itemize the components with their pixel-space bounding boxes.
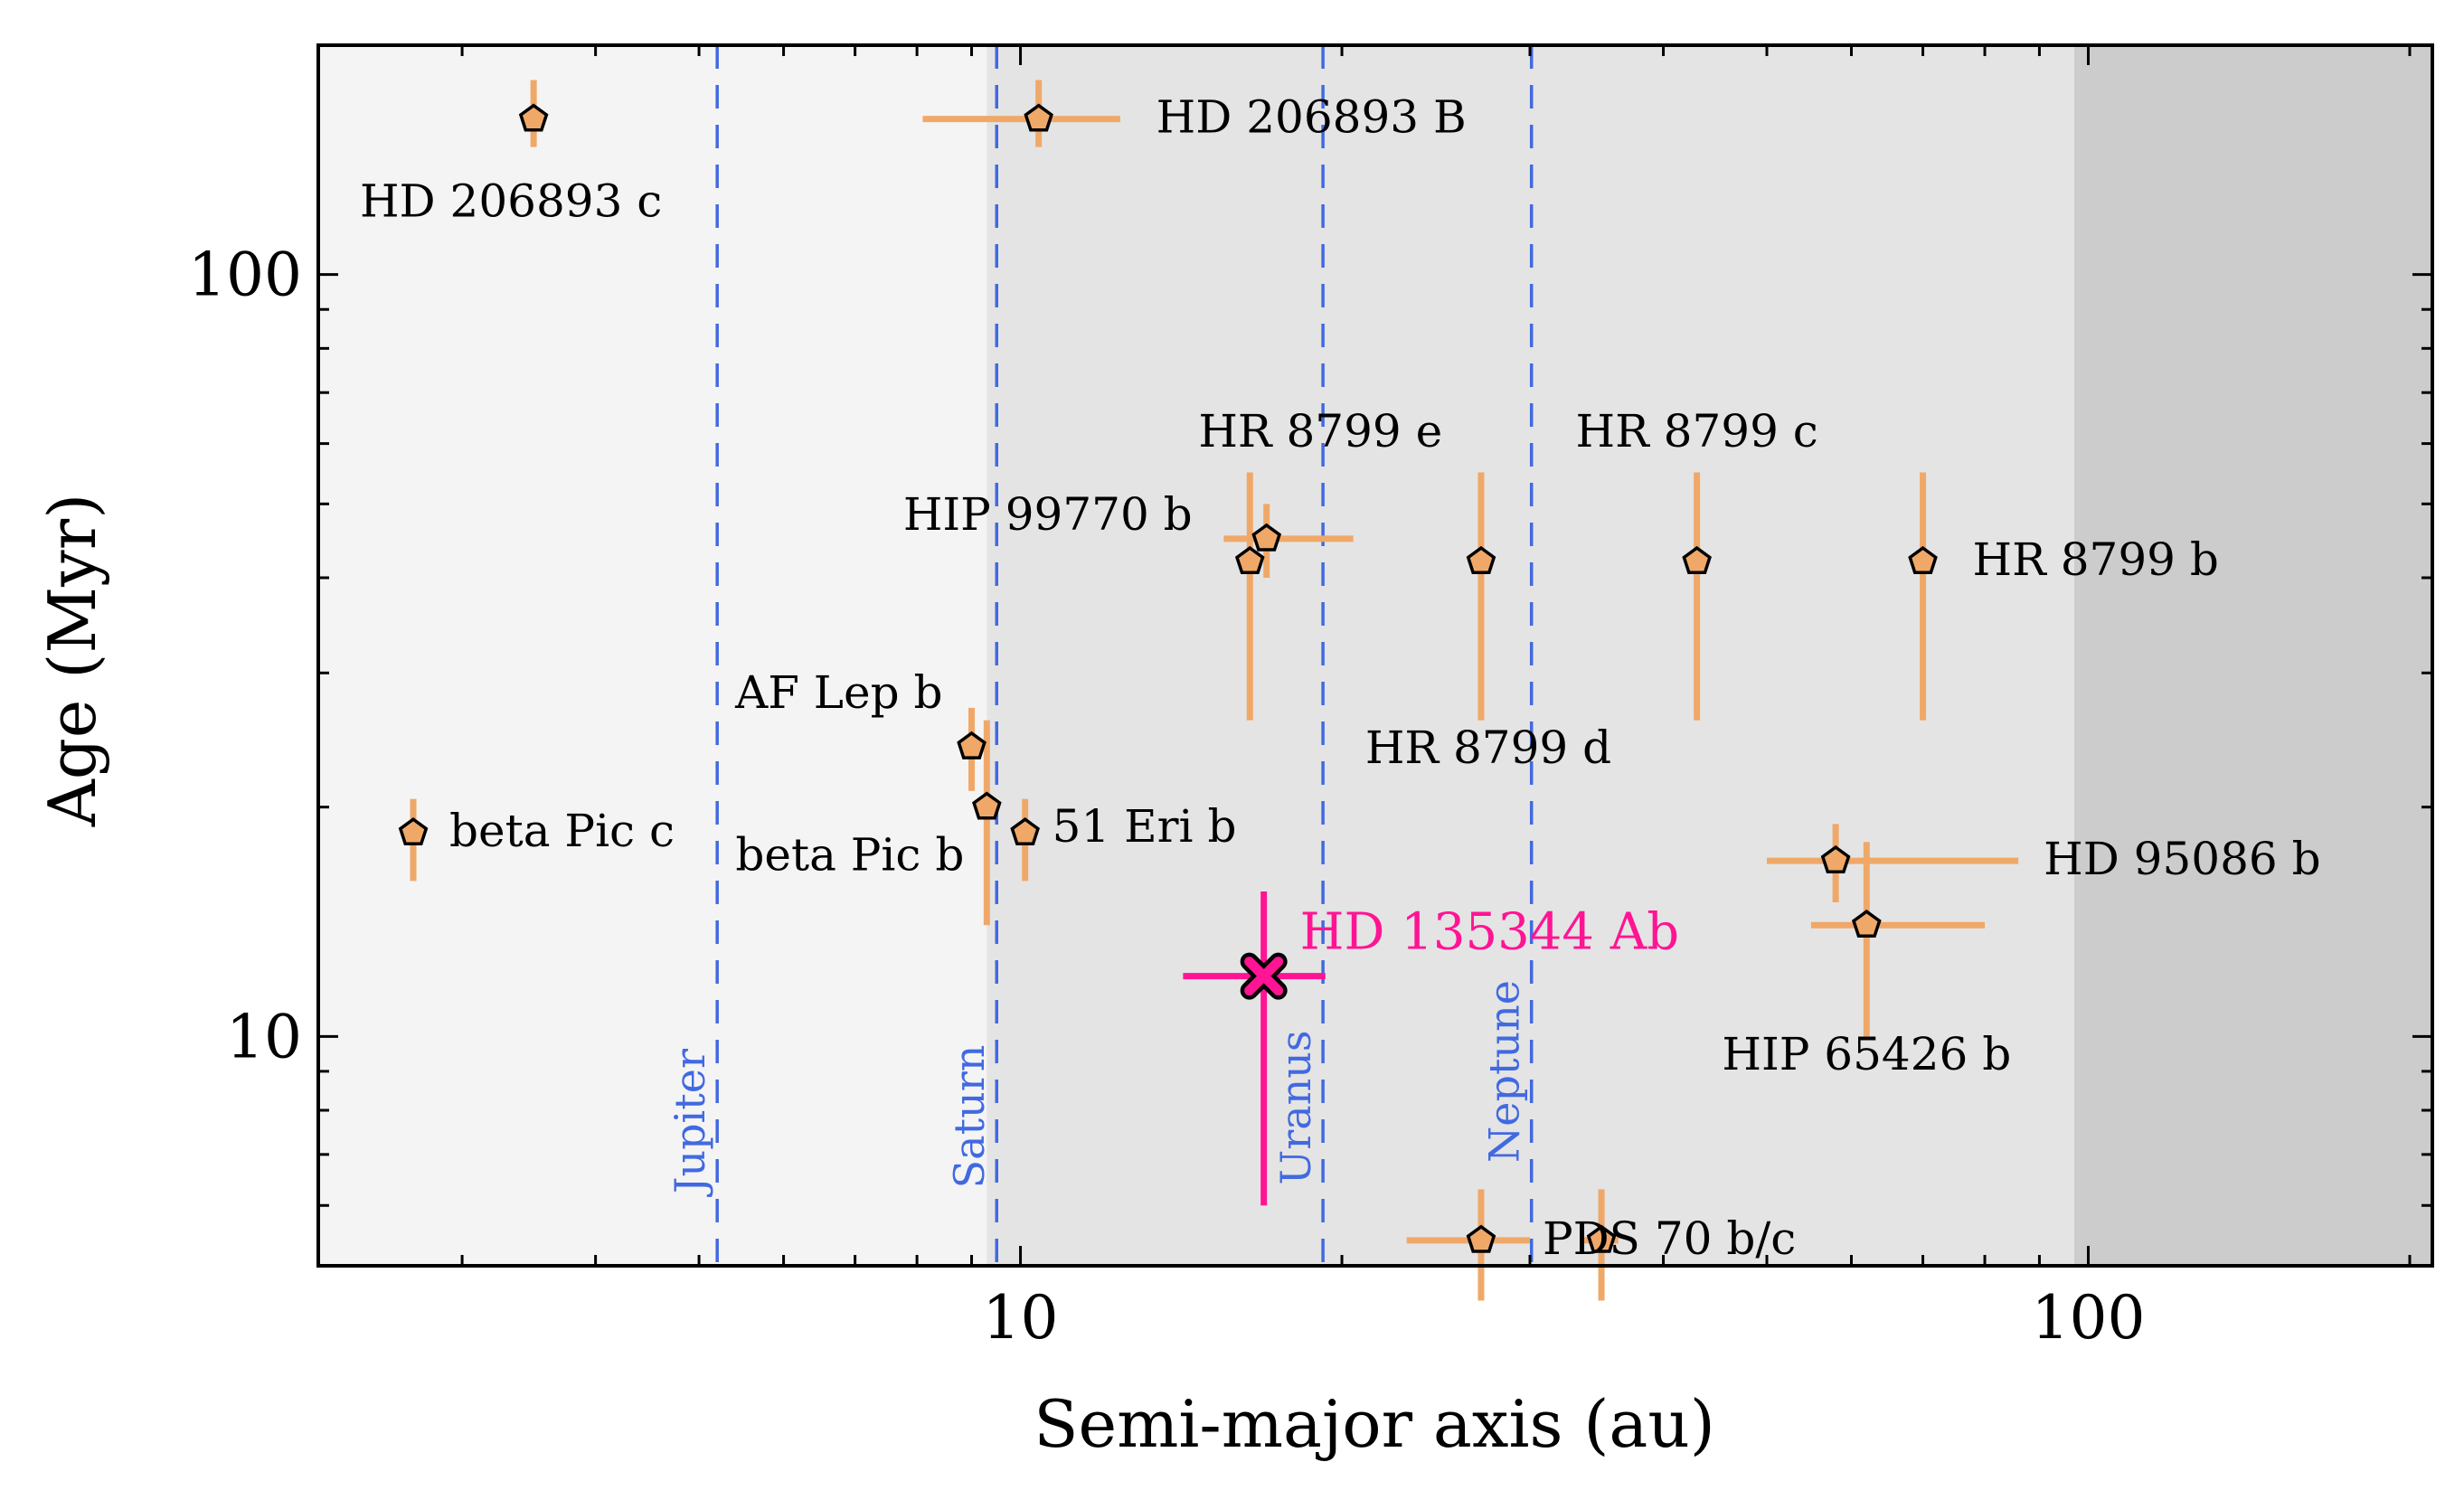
- marker-beta-pic-b: [972, 791, 1002, 820]
- label-hip-65426-b: HIP 65426 b: [1722, 1028, 2011, 1080]
- marker-pds-70-b-c: [1466, 1224, 1496, 1253]
- marker-hr-8799-e: [1234, 545, 1265, 575]
- marker-hr-8799-c: [1682, 545, 1712, 575]
- label-hr-8799-b: HR 8799 b: [1973, 533, 2219, 586]
- marker-hip-65426-b: [1851, 910, 1882, 938]
- label-hd-95086-b: HD 95086 b: [2044, 833, 2321, 885]
- shaded-region-1: [318, 45, 987, 1266]
- marker-hr-8799-b: [1908, 545, 1938, 575]
- y-tick-label-10: 10: [226, 1002, 302, 1071]
- y-tick-label-100: 100: [188, 240, 302, 310]
- marker-hd-95086-b: [1820, 844, 1851, 874]
- label-hip-99770-b: HIP 99770 b: [903, 488, 1193, 541]
- label-beta-pic-c: beta Pic c: [449, 805, 675, 857]
- ref-label-jupiter: Jupiter: [666, 1049, 714, 1197]
- label-hr-8799-e: HR 8799 e: [1198, 405, 1442, 457]
- marker-hd-206893-c: [518, 103, 549, 132]
- label-hr-8799-c: HR 8799 c: [1575, 405, 1817, 457]
- x-tick-label-10: 10: [983, 1283, 1059, 1353]
- planet-reference-lines: Jupiter Saturn Uranus Neptune: [666, 45, 1534, 1266]
- label-beta-pic-b: beta Pic b: [735, 829, 964, 882]
- marker-hr-8799-d: [1466, 545, 1496, 575]
- label-51-eri-b: 51 Eri b: [1053, 800, 1237, 853]
- label-hd-135344-ab: HD 135344 Ab: [1300, 903, 1679, 962]
- ref-label-neptune: Neptune: [1480, 980, 1529, 1163]
- shaded-regions: [318, 45, 2432, 1266]
- axes: 10 100 10 100: [188, 43, 2434, 1353]
- marker-hip-99770-b: [1251, 523, 1282, 552]
- label-hd-206893-b: HD 206893 B: [1156, 91, 1467, 144]
- ref-label-uranus: Uranus: [1271, 1030, 1320, 1184]
- label-pds-70-b-c: PDS 70 b/c: [1543, 1212, 1796, 1265]
- marker-beta-pic-c: [398, 817, 429, 846]
- y-axis-label: Age (Myr): [34, 494, 110, 828]
- plot-frame: [316, 43, 2434, 1268]
- label-hd-206893-c: HD 206893 c: [360, 175, 662, 228]
- marker-hd-206893-b: [1024, 103, 1053, 132]
- x-tick-label-100: 100: [2031, 1283, 2145, 1353]
- label-af-lep-b: AF Lep b: [734, 666, 942, 719]
- x-axis-label: Semi-major axis (au): [1034, 1386, 1715, 1462]
- label-hr-8799-d: HR 8799 d: [1365, 721, 1611, 774]
- marker-af-lep-b: [957, 731, 987, 759]
- marker-hd-135344-ab: [1244, 957, 1284, 996]
- shaded-region-3: [2073, 45, 2432, 1266]
- marker-point-15: [1586, 1224, 1617, 1253]
- ref-label-saturn: Saturn: [945, 1045, 994, 1189]
- data-points: [398, 103, 1938, 1253]
- marker-51-eri-b: [1010, 817, 1040, 846]
